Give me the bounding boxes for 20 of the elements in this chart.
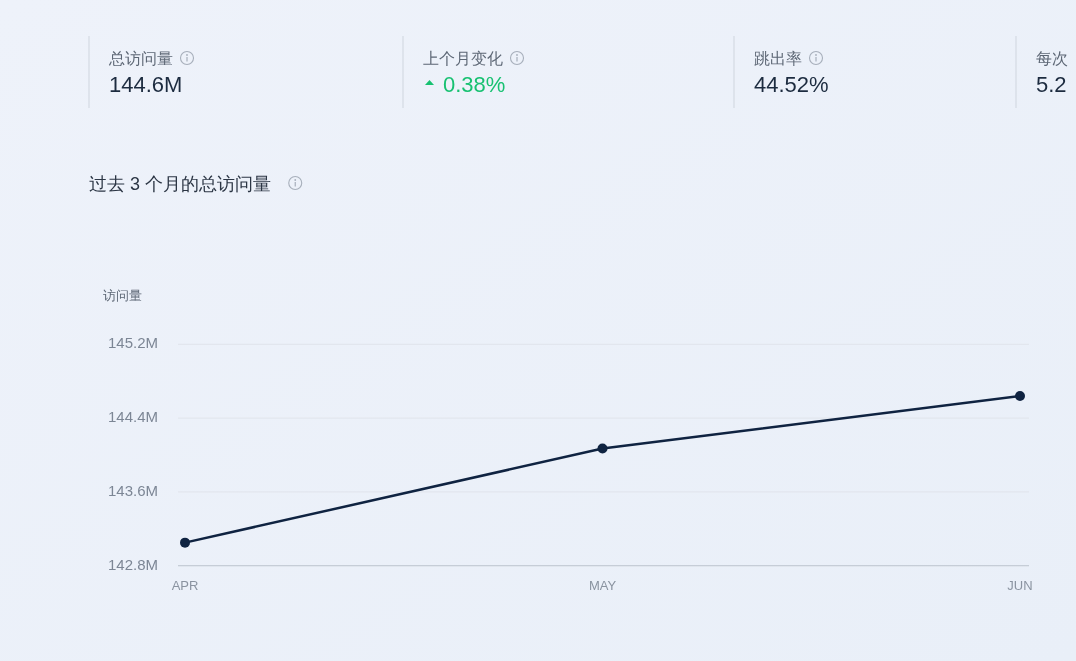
y-tick-label: 145.2M xyxy=(107,334,158,352)
point xyxy=(597,443,608,454)
text: 0.38% xyxy=(443,72,506,97)
x-tick-label: MAY xyxy=(588,578,617,593)
text: 5.2 xyxy=(1036,72,1067,97)
y-tick-label: 144.4M xyxy=(107,408,158,426)
category-label: 每次 xyxy=(1036,50,1068,67)
point xyxy=(180,537,190,548)
text: 44.52% xyxy=(754,72,829,97)
y-tick-label: 143.6M xyxy=(107,481,158,499)
x-tick-label: APR xyxy=(171,578,199,593)
chart-title: 过去 3 个月的总访问量 xyxy=(89,174,272,194)
point xyxy=(1015,390,1025,401)
y-tick-label: 142.8M xyxy=(107,555,158,573)
category-label: 总访问量 xyxy=(108,50,173,67)
category-label: 跳出率 xyxy=(754,50,802,67)
text: 144.6M xyxy=(109,72,183,97)
x-tick-label: JUN xyxy=(1007,578,1033,593)
y-axis-title: 访问量 xyxy=(103,288,142,303)
category-label: 上个月变化 xyxy=(423,50,503,67)
